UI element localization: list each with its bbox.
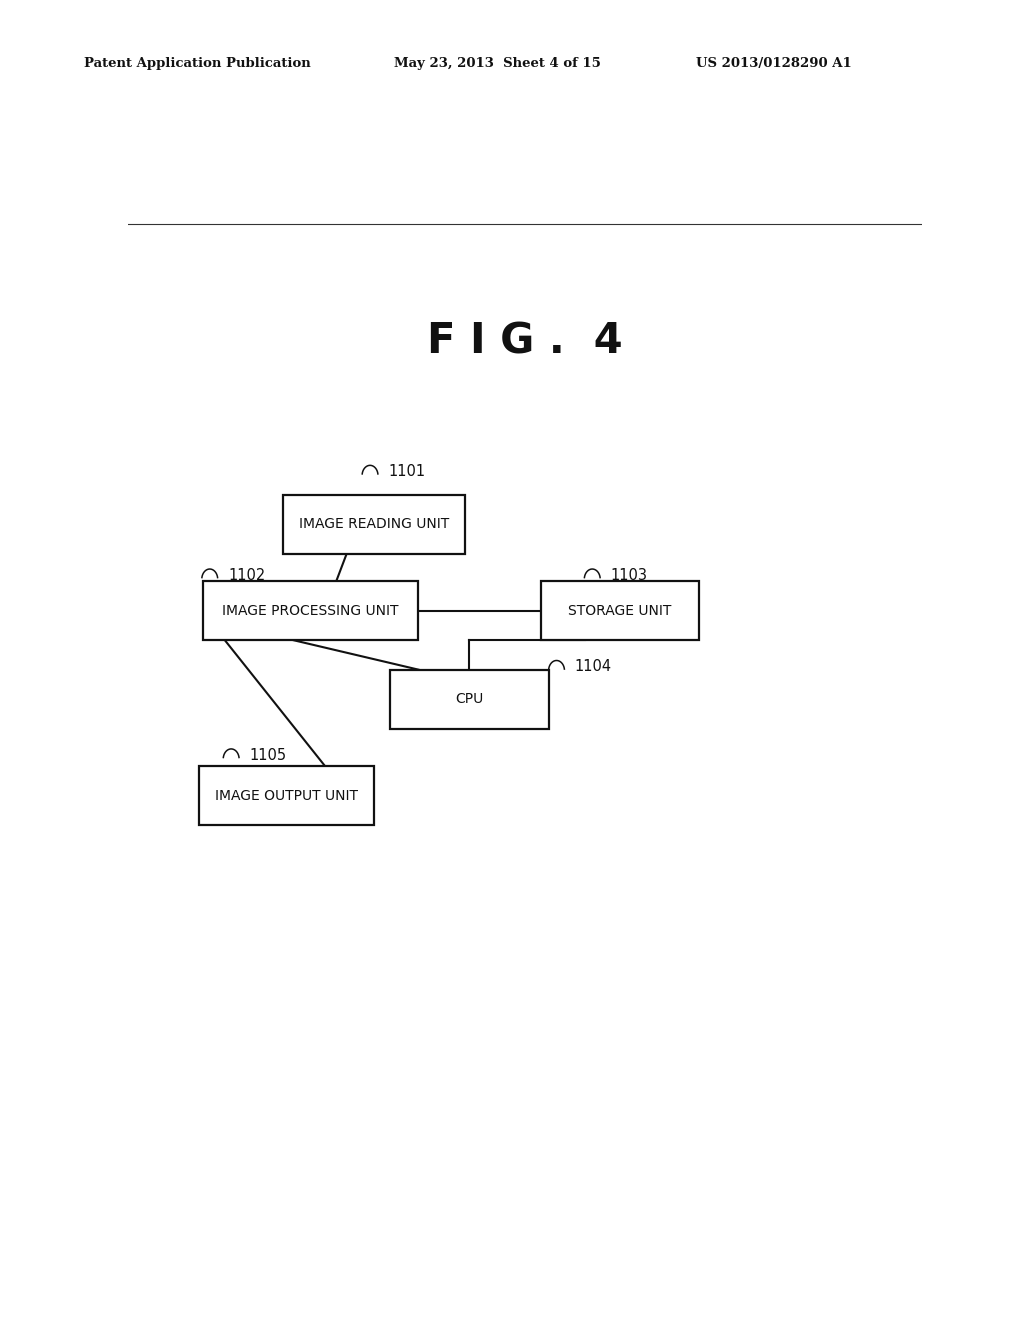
- Bar: [204, 581, 418, 640]
- Bar: [283, 495, 465, 554]
- Text: 1103: 1103: [610, 568, 647, 582]
- Text: 1105: 1105: [250, 747, 287, 763]
- Text: IMAGE PROCESSING UNIT: IMAGE PROCESSING UNIT: [222, 603, 398, 618]
- Text: 1102: 1102: [228, 568, 265, 582]
- Text: CPU: CPU: [455, 692, 483, 706]
- Text: Patent Application Publication: Patent Application Publication: [84, 57, 310, 70]
- Text: May 23, 2013  Sheet 4 of 15: May 23, 2013 Sheet 4 of 15: [394, 57, 601, 70]
- Text: US 2013/0128290 A1: US 2013/0128290 A1: [696, 57, 852, 70]
- Bar: [200, 766, 374, 825]
- Bar: [390, 669, 549, 729]
- Text: 1101: 1101: [388, 463, 425, 479]
- Bar: [541, 581, 699, 640]
- Text: F I G .  4: F I G . 4: [427, 321, 623, 363]
- Text: IMAGE READING UNIT: IMAGE READING UNIT: [299, 517, 450, 532]
- Text: STORAGE UNIT: STORAGE UNIT: [568, 603, 672, 618]
- Text: IMAGE OUTPUT UNIT: IMAGE OUTPUT UNIT: [215, 788, 358, 803]
- Text: 1104: 1104: [574, 659, 612, 675]
